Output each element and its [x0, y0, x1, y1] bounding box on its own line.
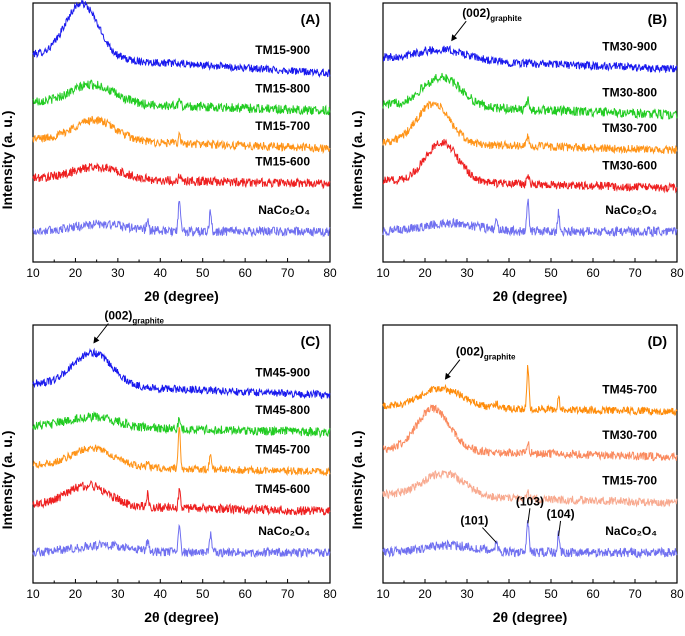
series-label: TM45-900 — [255, 366, 310, 380]
series-line-naco-o- — [32, 200, 331, 238]
peak-index-arrow — [527, 508, 531, 524]
series-line-tm30-900 — [382, 45, 678, 74]
panel-label: (A) — [301, 11, 320, 27]
annotation-arrowhead — [93, 336, 100, 344]
series-line-tm30-800 — [382, 72, 678, 120]
series-label: TM15-700 — [255, 119, 310, 133]
series-label: TM45-700 — [602, 383, 657, 397]
x-axis-title: 2θ (degree) — [493, 288, 567, 304]
series-line-tm15-800 — [32, 79, 331, 116]
panel-label: (B) — [648, 11, 667, 27]
x-tick-label: 20 — [418, 266, 432, 280]
graphite-peak-annotation: (002)graphite — [462, 6, 522, 23]
series-label: TM15-700 — [602, 474, 657, 488]
y-axis-title: Intensity (a. u.) — [349, 111, 365, 210]
graphite-peak-annotation: (002)graphite — [456, 345, 516, 362]
series-label: TM15-800 — [255, 81, 310, 95]
series-line-tm45-800 — [32, 411, 331, 439]
series-label: TM30-700 — [602, 428, 657, 442]
x-axis-title: 2θ (degree) — [144, 609, 218, 625]
x-tick-label: 50 — [544, 266, 558, 280]
peak-index-arrow — [482, 527, 497, 543]
x-tick-label: 10 — [376, 266, 390, 280]
series-label: TM45-600 — [255, 482, 310, 496]
x-tick-label: 10 — [376, 587, 390, 601]
series-line-tm15-900 — [32, 0, 331, 79]
x-tick-label: 20 — [69, 266, 83, 280]
x-axis-title: 2θ (degree) — [144, 288, 218, 304]
x-tick-label: 20 — [418, 587, 432, 601]
peak-index-arrow — [558, 520, 562, 536]
annotation-arrowhead — [451, 34, 458, 42]
x-tick-label: 80 — [323, 587, 337, 601]
x-tick-label: 40 — [502, 587, 516, 601]
x-tick-label: 30 — [460, 266, 474, 280]
x-tick-label: 60 — [238, 587, 252, 601]
series-line-tm30-600 — [382, 138, 678, 194]
series-line-tm30-700 — [383, 404, 678, 462]
x-tick-label: 80 — [670, 587, 684, 601]
x-tick-label: 10 — [26, 266, 40, 280]
y-axis-title: Intensity (a. u.) — [0, 111, 15, 210]
series-line-tm45-900 — [32, 347, 331, 400]
series-label: TM15-600 — [255, 155, 310, 169]
x-tick-label: 20 — [69, 587, 83, 601]
series-label: TM45-800 — [255, 403, 310, 417]
series-line-tm30-700 — [382, 100, 678, 155]
peak-index-label: (104) — [547, 507, 575, 521]
panel-label: (C) — [301, 333, 320, 349]
series-label: TM30-700 — [602, 121, 657, 135]
x-tick-label: 60 — [586, 587, 600, 601]
panel-b: 10 20 30 40 50 60 70 80 2θ (degree) Intensity (a.… — [349, 2, 684, 304]
x-tick-label: 70 — [281, 587, 295, 601]
x-tick-label: 40 — [502, 266, 516, 280]
x-tick-label: 50 — [196, 587, 210, 601]
x-tick-label: 60 — [586, 266, 600, 280]
x-tick-label: 80 — [323, 266, 337, 280]
series-line-tm15-600 — [32, 162, 331, 190]
series-label: TM30-600 — [602, 159, 657, 173]
annotation-arrowhead — [444, 372, 451, 380]
x-tick-label: 70 — [281, 266, 295, 280]
x-tick-label: 50 — [196, 266, 210, 280]
x-axis-title: 2θ (degree) — [493, 609, 567, 625]
series-line-tm45-600 — [32, 479, 331, 516]
x-tick-label: 50 — [544, 587, 558, 601]
x-tick-label: 70 — [628, 587, 642, 601]
x-tick-label: 30 — [460, 587, 474, 601]
series-line-tm45-700 — [382, 364, 678, 417]
x-tick-label: 10 — [26, 587, 40, 601]
x-tick-label: 80 — [670, 266, 684, 280]
series-label: NaCo₂O₄ — [605, 203, 657, 217]
series-label: TM15-900 — [255, 43, 310, 57]
panel-label: (D) — [648, 333, 667, 349]
peak-index-label: (101) — [460, 514, 488, 528]
x-tick-label: 70 — [628, 266, 642, 280]
x-tick-label: 40 — [154, 266, 168, 280]
series-label: TM45-700 — [255, 443, 310, 457]
x-tick-label: 40 — [154, 587, 168, 601]
series-label: NaCo₂O₄ — [258, 203, 310, 217]
series-label: TM30-900 — [602, 40, 657, 54]
panel-d: 10 20 30 40 50 60 70 80 2θ (degree) Intensity (a.… — [349, 324, 684, 625]
series-line-tm15-700 — [32, 115, 331, 155]
series-line-tm45-700 — [32, 427, 331, 477]
peak-index-label: (103) — [516, 494, 544, 508]
series-label: NaCo₂O₄ — [258, 524, 310, 538]
x-tick-label: 30 — [111, 266, 125, 280]
series-line-naco-o- — [382, 520, 678, 559]
series-line-naco-o- — [32, 523, 331, 559]
series-label: NaCo₂O₄ — [605, 524, 657, 538]
x-tick-label: 30 — [111, 587, 125, 601]
series-line-naco-o- — [382, 198, 678, 238]
graphite-peak-annotation: (002)graphite — [104, 308, 164, 325]
y-axis-title: Intensity (a. u.) — [0, 431, 15, 530]
panel-a: 10 20 30 40 50 60 70 80 2θ (degree) Intensity (a.… — [0, 0, 337, 304]
x-tick-label: 60 — [238, 266, 252, 280]
y-axis-title: Intensity (a. u.) — [349, 431, 365, 530]
series-label: TM30-800 — [602, 85, 657, 99]
series-line-tm15-700 — [382, 469, 678, 508]
panel-c: 10 20 30 40 50 60 70 80 2θ (degree) Intensity (a.… — [0, 308, 337, 625]
